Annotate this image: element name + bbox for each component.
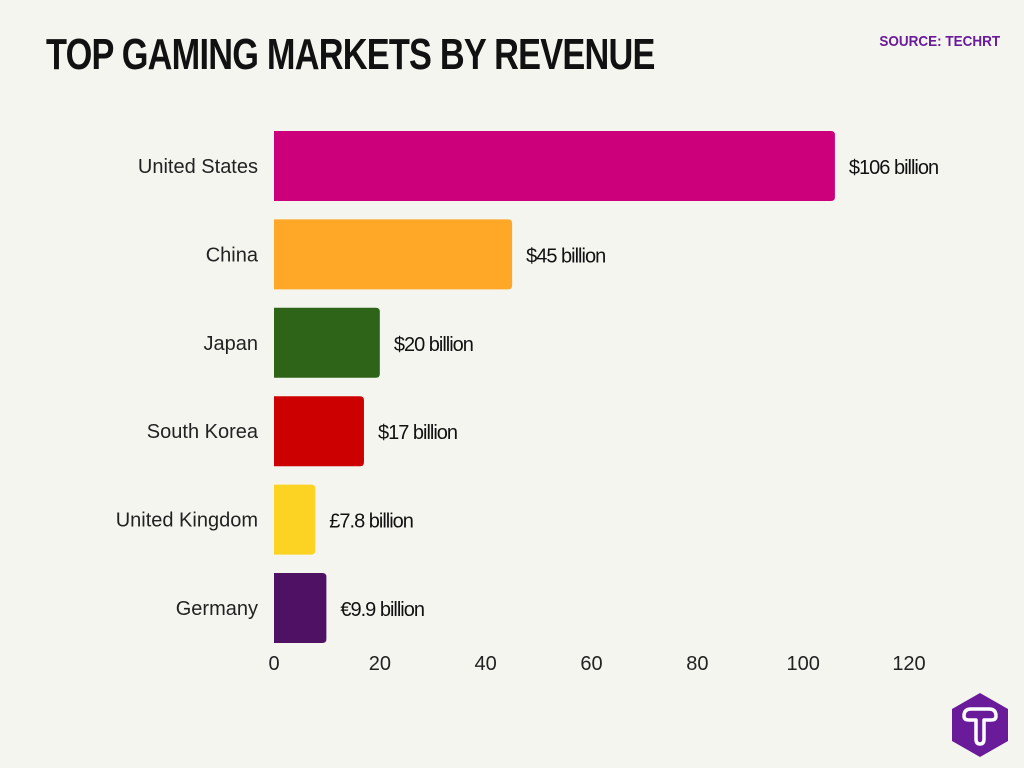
data-label: $106 billion <box>849 157 938 179</box>
bar <box>274 484 316 555</box>
chart-title: TOP GAMING MARKETS BY REVENUE <box>46 30 655 79</box>
category-label: United States <box>138 156 258 178</box>
x-tick-label: 40 <box>475 653 497 675</box>
bar <box>274 219 513 290</box>
x-tick-label: 0 <box>268 653 279 675</box>
data-label: $45 billion <box>526 245 605 267</box>
data-label: $17 billion <box>378 422 457 444</box>
category-label: South Korea <box>147 421 259 443</box>
bar <box>274 307 380 378</box>
x-tick-label: 100 <box>786 653 819 675</box>
data-label: $20 billion <box>394 334 473 356</box>
category-label: United Kingdom <box>116 510 258 532</box>
x-tick-label: 120 <box>892 653 925 675</box>
x-tick-label: 20 <box>369 653 391 675</box>
bar <box>274 131 835 201</box>
category-label: Japan <box>204 333 259 355</box>
bar <box>274 573 327 643</box>
x-tick-label: 80 <box>686 653 708 675</box>
x-tick-label: 60 <box>580 653 602 675</box>
data-label: £7.8 billion <box>329 511 413 533</box>
techrt-logo-icon <box>952 693 1008 757</box>
data-label: €9.9 billion <box>340 599 424 621</box>
source-label: SOURCE: TECHRT <box>879 33 1000 50</box>
category-label: Germany <box>176 598 258 620</box>
bar <box>274 396 364 467</box>
category-label: China <box>206 244 259 266</box>
